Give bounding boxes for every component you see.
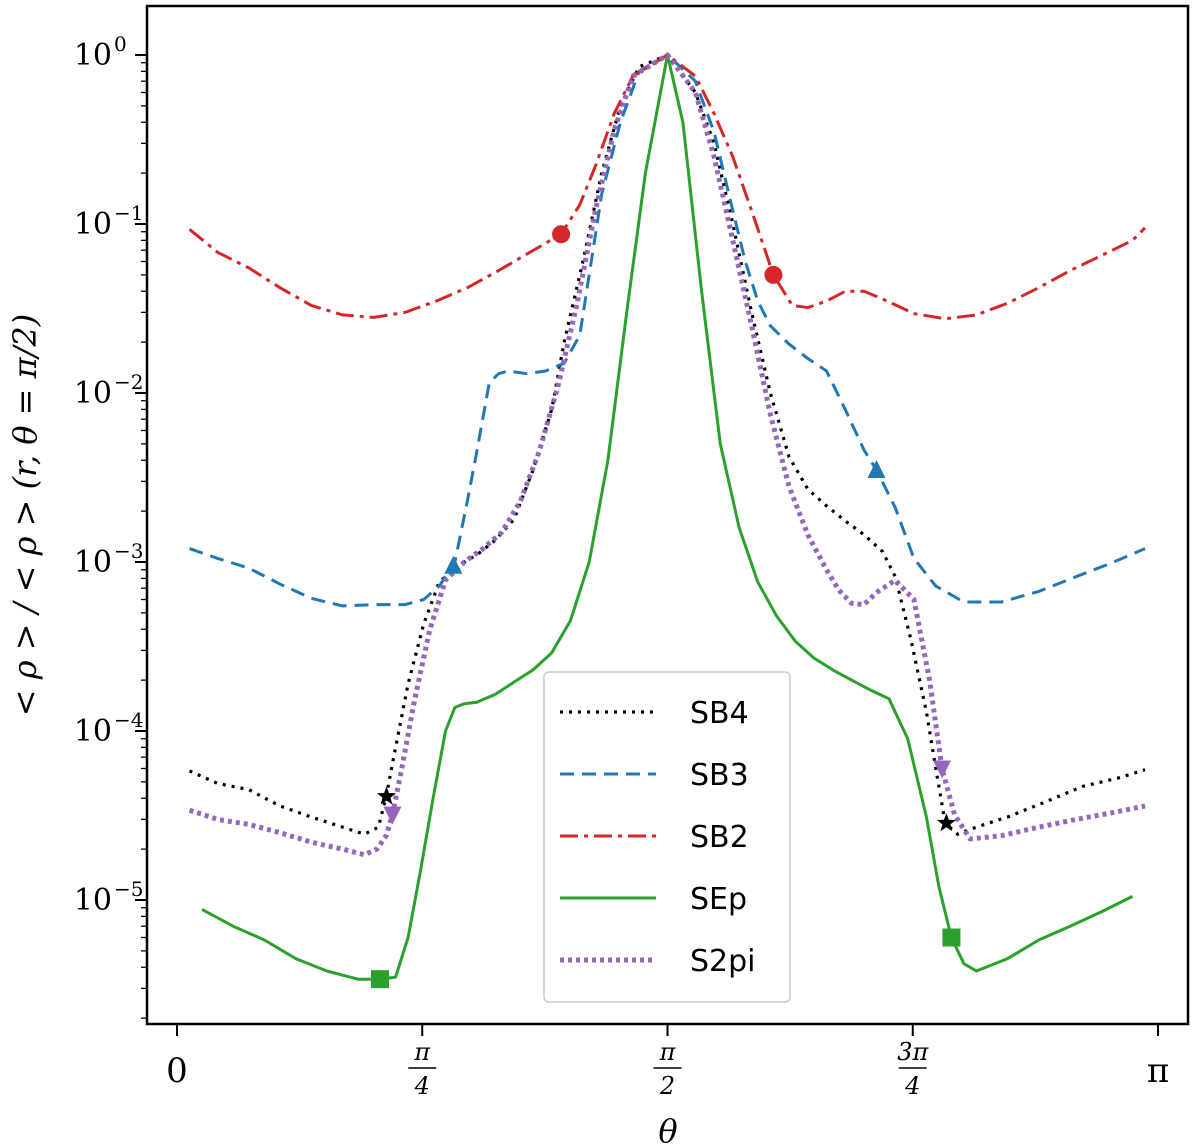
series-marker-sb4	[377, 786, 396, 805]
x-axis-ticks: 0 π 4 π 2 3π 4 π	[166, 1024, 1169, 1100]
x-tick-denominator: 4	[414, 1072, 430, 1100]
series-marker-sb3	[444, 555, 463, 574]
y-tick-exponent: 0	[114, 32, 127, 56]
series-markers	[370, 225, 961, 989]
legend-box	[543, 671, 791, 1003]
y-tick-exponent: −3	[114, 539, 143, 563]
x-tick-numerator: π	[413, 1038, 431, 1066]
series-marker-s2pi	[383, 806, 402, 825]
x-tick-numerator: π	[659, 1038, 677, 1066]
legend-label-sep: SEp	[690, 882, 747, 917]
legend-label-sb2: SB2	[690, 820, 749, 855]
y-tick-exponent: −5	[114, 877, 143, 901]
y-tick-label: 10	[74, 714, 112, 749]
series-line-sb4	[188, 53, 1146, 836]
y-tick-label: 10	[74, 545, 112, 580]
series-line-sb2	[188, 53, 1147, 321]
series-line-sep	[201, 53, 1134, 981]
series-marker-sep	[942, 928, 961, 947]
x-tick-label: 0	[166, 1051, 188, 1091]
series-lines	[188, 52, 1147, 981]
y-tick-exponent: −4	[114, 708, 143, 732]
legend-label-sb4: SB4	[690, 696, 749, 731]
y-tick-label: 10	[74, 207, 112, 242]
series-marker-sb3	[867, 460, 886, 479]
y-tick-label: 10	[74, 38, 112, 73]
series-line-sb3	[189, 53, 1146, 608]
y-tick-label: 10	[74, 376, 112, 411]
series-marker-sb2	[764, 265, 783, 284]
x-tick-denominator: 2	[659, 1072, 675, 1100]
legend-label-s2pi: S2pi	[690, 944, 756, 979]
y-tick-label: 10	[74, 883, 112, 918]
y-axis-label: < ρ > / < ρ > (r, θ = π/2)	[6, 314, 44, 717]
series-line-s2pi	[188, 52, 1146, 858]
series-marker-sb4	[936, 813, 956, 832]
x-tick-denominator: 4	[904, 1072, 920, 1100]
series-marker-sep	[370, 970, 389, 989]
legend-label-sb3: SB3	[690, 758, 749, 793]
x-axis-label: θ	[658, 1112, 677, 1148]
y-tick-exponent: −2	[114, 370, 143, 394]
y-tick-exponent: −1	[114, 201, 143, 225]
x-tick-label: π	[1147, 1051, 1169, 1091]
series-marker-s2pi	[933, 760, 952, 779]
series-marker-sb2	[552, 225, 571, 244]
x-tick-numerator: 3π	[897, 1038, 929, 1066]
legend: SB4 SB3 SB2 SEp S2pi	[543, 671, 791, 1003]
